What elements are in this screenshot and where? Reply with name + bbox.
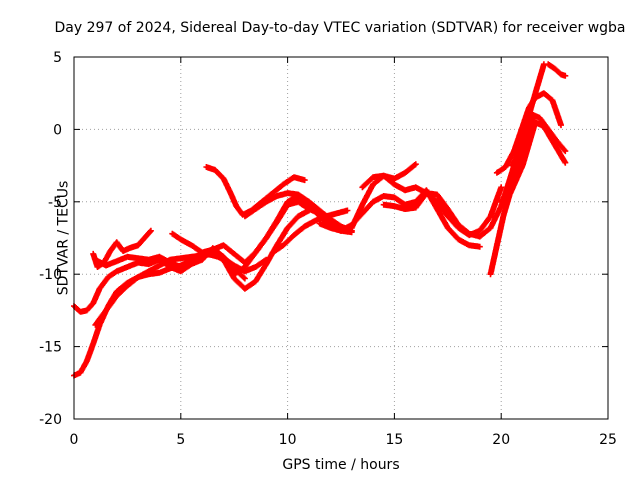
y-tick-label: -10 [39,267,62,283]
data-series [71,61,569,379]
y-tick-label: 5 [53,50,62,66]
series-markers [169,230,270,275]
series-track-5 [90,227,154,270]
x-tick-label: 25 [599,432,617,448]
series-track-18 [545,61,569,79]
y-tick-label: -20 [39,412,62,428]
series-track-6 [169,230,270,275]
series-track-12 [359,161,419,191]
series-track-17 [508,119,569,169]
y-tick-label: -5 [48,195,62,211]
x-tick-label: 20 [492,432,510,448]
series-markers [359,161,419,191]
series-markers [493,90,564,176]
x-tick-label: 15 [385,432,403,448]
series-track-11 [338,187,483,250]
plot-frame [73,56,609,420]
series-track-9 [269,207,351,256]
x-tick-label: 10 [279,432,297,448]
series-markers [508,119,569,169]
series-markers [71,207,312,379]
series-markers [545,61,569,79]
series-markers [90,227,154,270]
x-tick-label: 5 [176,432,185,448]
y-tick-label: -15 [39,340,62,356]
series-markers [269,207,351,256]
chart-title: Day 297 of 2024, Sidereal Day-to-day VTE… [54,20,626,36]
series-track-15 [493,90,564,176]
series-track-1 [71,207,312,379]
series-markers [338,187,483,250]
y-tick-label: 0 [53,122,62,138]
y-axis-label: SDTVAR / TECUs [55,180,72,296]
x-axis-label: GPS time / hours [282,457,400,473]
x-tick-label: 0 [70,432,79,448]
